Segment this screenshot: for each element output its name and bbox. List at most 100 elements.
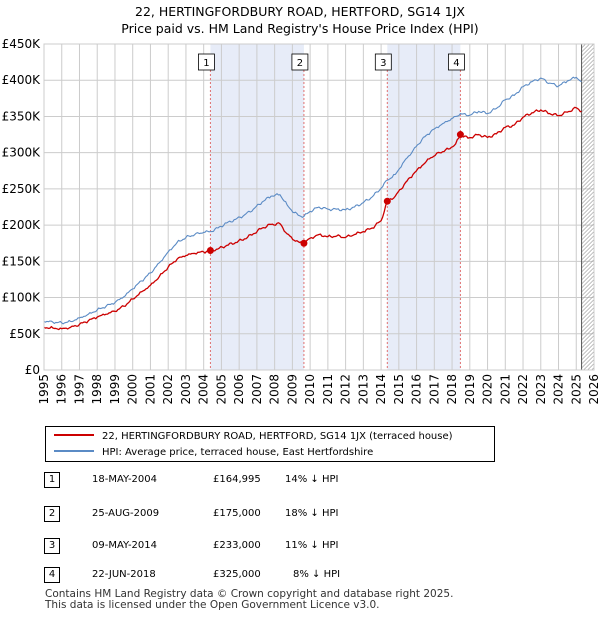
- sale-label-box: 2: [291, 53, 309, 71]
- x-tick-label: 2000: [126, 374, 140, 405]
- legend: 22, HERTINGFORDBURY ROAD, HERTFORD, SG14…: [45, 426, 495, 462]
- sale-marker: [300, 239, 308, 247]
- y-tick-label: £100K: [2, 291, 42, 305]
- y-axis-ticks: £0 £50K £100K £150K £200K £250K £300K £350K £400…: [2, 37, 42, 377]
- x-tick-label: 2018: [445, 374, 459, 405]
- x-tick-label: 2013: [356, 374, 370, 405]
- y-tick-label: £0: [25, 363, 40, 377]
- sale-label-text: 2: [297, 58, 303, 69]
- sale-marker-labels: 1 2 3 4: [198, 53, 465, 71]
- hatch-line: [581, 195, 594, 209]
- sale-label-frame: [448, 53, 465, 71]
- hatch-line: [581, 311, 594, 325]
- chart-title: 22, HERTINGFORDBURY ROAD, HERTFORD, SG14…: [0, 3, 600, 37]
- sale-marker: [456, 131, 464, 139]
- y-tick-label: £250K: [2, 182, 42, 196]
- x-tick-label: 2016: [410, 374, 424, 405]
- x-tick-label: 1999: [108, 374, 122, 405]
- sale-date: 09-MAY-2014: [92, 540, 158, 551]
- x-tick-label: 2015: [392, 374, 406, 405]
- sale-label-frame: [374, 53, 392, 71]
- x-tick-label: 2003: [179, 374, 193, 405]
- sale-label-frame: [198, 53, 215, 71]
- sale-vertical-lines: [209, 70, 461, 370]
- legend-item-hpi: HPI: Average price, terraced house, East…: [54, 445, 373, 461]
- x-tick-label: 2006: [232, 374, 246, 405]
- y-tick-label: £300K: [2, 146, 42, 160]
- y-tick-label: £150K: [2, 254, 42, 268]
- sale-number-badge: 4: [44, 567, 60, 583]
- sale-hpi-diff: 14% ↓ HPI: [285, 474, 339, 485]
- y-tick-label: £200K: [2, 218, 42, 232]
- y-tick-label: £400K: [2, 73, 42, 87]
- sale-label-text: 3: [380, 58, 386, 69]
- sale-number-badge: 1: [44, 472, 60, 488]
- footer-line1: Contains HM Land Registry data © Crown c…: [45, 588, 454, 600]
- hatch-line: [581, 95, 594, 109]
- x-tick-label: 1995: [37, 374, 51, 405]
- legend-label-hpi: HPI: Average price, terraced house, East…: [102, 447, 374, 458]
- hatch-line: [581, 199, 594, 213]
- sale-price: £175,000: [213, 508, 261, 519]
- legend-item-property: 22, HERTINGFORDBURY ROAD, HERTFORD, SG14…: [54, 429, 453, 445]
- sale-number-badge: 3: [44, 538, 60, 554]
- sale-label-text: 1: [203, 58, 209, 69]
- hatch-line: [581, 91, 594, 105]
- x-tick-label: 2014: [374, 374, 388, 405]
- sale-markers: [206, 131, 464, 254]
- x-tick-label: 2025: [569, 374, 583, 405]
- x-tick-label: 2026: [587, 374, 600, 405]
- table-row: 1 18-MAY-2004 £164,995 14% ↓ HPI: [0, 470, 600, 490]
- sale-label-box: 1: [198, 53, 215, 71]
- y-tick-label: £350K: [2, 109, 42, 123]
- x-axis-ticks: 1995 1996 1997 1998 1999 2000 2001 2002 2003 2004…: [37, 374, 600, 405]
- sale-label-box: 3: [374, 53, 392, 71]
- hatch-line: [581, 87, 594, 101]
- highlight-span: [387, 44, 461, 370]
- sale-hpi-diff: 11% ↓ HPI: [285, 540, 339, 551]
- table-row: 4 22-JUN-2018 £325,000 8% ↓ HPI: [0, 565, 600, 585]
- table-row: 2 25-AUG-2009 £175,000 18% ↓ HPI: [0, 504, 600, 524]
- x-tick-label: 2009: [285, 374, 299, 405]
- x-tick-label: 2017: [427, 374, 441, 405]
- x-tick-label: 2012: [339, 374, 353, 405]
- x-tick-label: 2008: [268, 374, 282, 405]
- sale-label-frame: [291, 53, 309, 71]
- x-tick-label: 1998: [90, 374, 104, 405]
- legend-swatch-property: [54, 434, 94, 436]
- x-tick-label: 2023: [534, 374, 548, 405]
- sale-date: 25-AUG-2009: [92, 508, 160, 519]
- hatch-line: [581, 203, 594, 217]
- hatch-line: [581, 307, 594, 321]
- sale-marker: [383, 197, 391, 205]
- sale-label-box: 4: [448, 53, 465, 71]
- sale-date: 22-JUN-2018: [92, 569, 156, 580]
- x-tick-label: 2024: [552, 374, 566, 405]
- sale-price: £325,000: [213, 569, 261, 580]
- chart-title-line1: 22, HERTINGFORDBURY ROAD, HERTFORD, SG14…: [135, 4, 465, 19]
- series-lines: [43, 76, 582, 331]
- x-tick-label: 2011: [321, 374, 335, 405]
- x-tick-label: 2019: [463, 374, 477, 405]
- x-tick-label: 1996: [55, 374, 69, 405]
- sale-hpi-diff: 18% ↓ HPI: [285, 508, 339, 519]
- x-tick-label: 2007: [250, 374, 264, 405]
- table-row: 3 09-MAY-2014 £233,000 11% ↓ HPI: [0, 536, 600, 556]
- x-tick-label: 2004: [197, 374, 211, 405]
- y-tick-label: £450K: [2, 37, 42, 51]
- sale-date: 18-MAY-2004: [92, 474, 158, 485]
- footer-line2: This data is licensed under the Open Gov…: [45, 599, 380, 611]
- x-tick-label: 2001: [143, 374, 157, 405]
- hatch-line: [596, 44, 600, 370]
- sale-hpi-diff: 8% ↓ HPI: [293, 569, 341, 580]
- x-tick-label: 2021: [498, 374, 512, 405]
- x-tick-label: 2010: [303, 374, 317, 405]
- price-chart: 1 2 3 4 £0 £50K £100K £150K £200K £250K £300K £350…: [2, 37, 600, 405]
- sale-label-text: 4: [453, 58, 459, 69]
- sale-number-badge: 2: [44, 506, 60, 522]
- x-tick-label: 2020: [481, 374, 495, 405]
- y-tick-label: £50K: [9, 327, 41, 341]
- chart-title-line2: Price paid vs. HM Land Registry's House …: [121, 21, 479, 36]
- x-tick-label: 2022: [516, 374, 530, 405]
- series-line-hpi: [43, 76, 582, 325]
